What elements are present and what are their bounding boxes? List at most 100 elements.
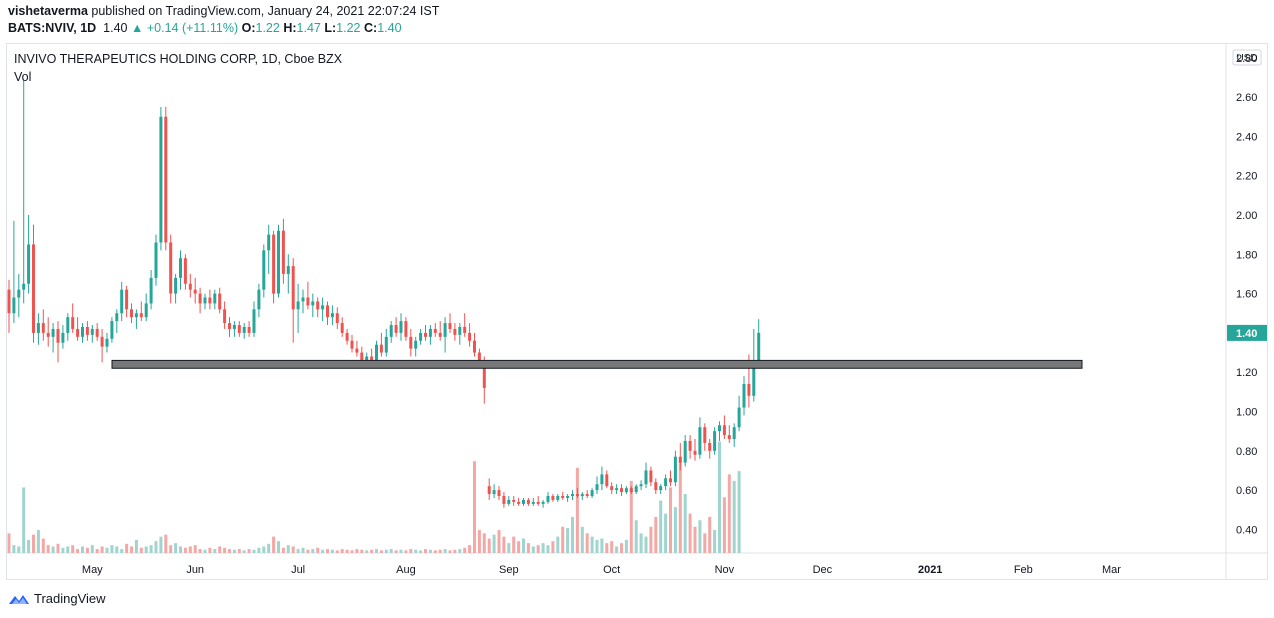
candle-body[interactable] [468,332,472,341]
candle-body[interactable] [262,250,266,290]
candle-body[interactable] [438,332,442,337]
candle-body[interactable] [81,326,84,337]
candle-body[interactable] [536,501,540,504]
candle-body[interactable] [12,297,16,314]
candle-body[interactable] [316,301,320,310]
candle-body[interactable] [203,297,207,304]
candle-body[interactable] [139,313,143,318]
candle-body[interactable] [634,486,638,493]
candle-body[interactable] [355,348,359,353]
candle-body[interactable] [272,234,276,294]
candle-body[interactable] [232,325,236,329]
candle-body[interactable] [198,293,202,304]
candle-body[interactable] [291,266,295,310]
candle-body[interactable] [134,313,138,318]
candle-body[interactable] [36,323,40,333]
candle-body[interactable] [492,490,496,495]
candle-body[interactable] [419,332,423,341]
candle-body[interactable] [115,313,119,322]
candle-body[interactable] [350,340,354,349]
candle-body[interactable] [218,293,222,310]
candle-body[interactable] [722,425,726,436]
candle-body[interactable] [144,303,148,318]
candle-body[interactable] [389,325,393,337]
support-zone-rectangle[interactable] [111,359,1083,369]
candle-body[interactable] [698,427,702,455]
candle-body[interactable] [624,488,628,493]
candle-body[interactable] [213,293,217,304]
candle-body[interactable] [370,356,374,361]
candle-body[interactable] [497,490,501,497]
candle-body[interactable] [463,326,467,333]
candle-body[interactable] [487,486,491,495]
candle-body[interactable] [673,456,677,483]
candle-body[interactable] [747,383,751,396]
candle-body[interactable] [566,496,570,498]
candle-body[interactable] [546,496,550,502]
candle-body[interactable] [7,289,11,314]
candle-body[interactable] [326,305,329,318]
candle-body[interactable] [41,323,45,333]
candle-body[interactable] [76,328,80,337]
candle-body[interactable] [443,323,447,337]
candle-body[interactable] [693,450,697,455]
candle-body[interactable] [90,328,94,335]
candle-body[interactable] [713,431,717,451]
candle-body[interactable] [51,328,55,337]
candle-body[interactable] [448,323,452,329]
candle-body[interactable] [605,474,609,487]
candle-body[interactable] [678,456,682,463]
candle-body[interactable] [169,242,173,294]
candle-body[interactable] [404,321,408,337]
candle-body[interactable] [556,496,560,500]
candle-body[interactable] [56,328,60,343]
candle-body[interactable] [22,283,26,290]
candle-body[interactable] [183,258,187,284]
currency-badge[interactable] [1232,49,1262,66]
candle-body[interactable] [46,332,50,337]
candle-body[interactable] [644,470,648,485]
candle-body[interactable] [541,501,545,504]
candle-body[interactable] [757,332,761,369]
candle-body[interactable] [223,309,227,324]
candle-body[interactable] [424,332,427,337]
candle-body[interactable] [620,488,623,493]
candle-body[interactable] [267,234,271,251]
candle-body[interactable] [742,383,746,408]
candle-body[interactable] [286,266,290,274]
candle-body[interactable] [585,494,589,497]
candle-body[interactable] [409,336,413,349]
candle-body[interactable] [664,478,668,487]
footer-brand[interactable]: TradingView [8,591,106,606]
candle-body[interactable] [360,352,364,363]
candle-body[interactable] [301,297,305,302]
candle-body[interactable] [669,478,672,483]
candle-body[interactable] [130,309,133,318]
candle-body[interactable] [281,230,285,274]
candle-body[interactable] [414,340,418,349]
candle-body[interactable] [179,258,182,278]
candle-body[interactable] [526,499,530,504]
candle-body[interactable] [321,305,325,310]
candle-body[interactable] [330,313,334,318]
candle-body[interactable] [610,486,614,491]
candle-body[interactable] [507,499,511,504]
candle-body[interactable] [531,501,535,504]
candle-body[interactable] [522,499,525,504]
candle-body[interactable] [703,427,707,443]
candle-body[interactable] [159,116,163,243]
candle-body[interactable] [482,360,486,388]
candle-body[interactable] [551,496,555,500]
candle-body[interactable] [296,301,300,310]
candle-body[interactable] [375,344,378,361]
candle-body[interactable] [164,116,168,243]
candle-body[interactable] [727,435,731,440]
candle-body[interactable] [453,328,457,335]
candle-body[interactable] [399,321,403,333]
candle-body[interactable] [110,321,114,339]
candle-body[interactable] [100,336,104,347]
candle-body[interactable] [188,283,192,290]
candle-body[interactable] [237,325,241,333]
candle-body[interactable] [71,317,75,329]
candle-body[interactable] [571,494,574,497]
